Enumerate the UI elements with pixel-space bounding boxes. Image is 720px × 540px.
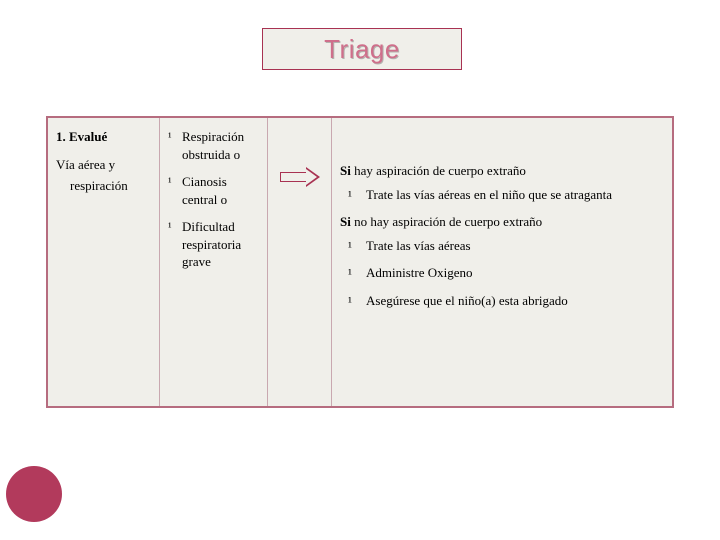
action-text: hay aspiración de cuerpo extraño <box>354 163 526 178</box>
clock-bullet-icon: ¹ <box>168 174 172 190</box>
column-evaluate: 1. Evalué Vía aérea y respiración <box>48 118 160 406</box>
action-bullet-text: Administre Oxigeno <box>366 265 473 280</box>
sign-item: ¹ Cianosis central o <box>168 173 259 208</box>
column-arrow <box>268 118 332 406</box>
clock-bullet-icon: ¹ <box>348 238 352 256</box>
col1-heading: 1. Evalué <box>56 128 151 146</box>
title-box: Triage <box>262 28 462 70</box>
arrow-icon <box>280 168 320 186</box>
action-bullet: ¹ Administre Oxigeno <box>340 264 664 282</box>
action-bullet: ¹ Trate las vías aéreas en el niño que s… <box>340 186 664 204</box>
action-text: no hay aspiración de cuerpo extraño <box>354 214 542 229</box>
sign-line: central o <box>182 192 227 207</box>
action-bullet-text: Trate las vías aéreas en el niño que se … <box>366 187 612 202</box>
action-bullet-text: Asegúrese que el niño(a) esta abrigado <box>366 293 568 308</box>
decorative-circle <box>6 466 62 522</box>
action-heading: Si no hay aspiración de cuerpo extraño <box>340 213 664 231</box>
clock-bullet-icon: ¹ <box>168 129 172 145</box>
col1-line2: respiración <box>56 177 151 195</box>
sign-line: obstruida o <box>182 147 240 162</box>
sign-item: ¹ Dificultad respiratoria grave <box>168 218 259 271</box>
clock-bullet-icon: ¹ <box>168 219 172 235</box>
clock-bullet-icon: ¹ <box>348 265 352 283</box>
action-heading: Si hay aspiración de cuerpo extraño <box>340 162 664 180</box>
action-bullet-text: Trate las vías aéreas <box>366 238 471 253</box>
sign-line: Dificultad <box>182 219 235 234</box>
col1-line1: Vía aérea y <box>56 156 151 174</box>
sign-line: Respiración <box>182 129 244 144</box>
clock-bullet-icon: ¹ <box>348 187 352 205</box>
slide-title: Triage <box>324 34 400 65</box>
action-bullet: ¹ Asegúrese que el niño(a) esta abrigado <box>340 292 664 310</box>
action-bullet: ¹ Trate las vías aéreas <box>340 237 664 255</box>
column-actions: Si hay aspiración de cuerpo extraño ¹ Tr… <box>332 118 672 406</box>
sign-line: respiratoria <box>182 237 241 252</box>
clock-bullet-icon: ¹ <box>348 293 352 311</box>
sign-line: Cianosis <box>182 174 227 189</box>
column-signs: ¹ Respiración obstruida o ¹ Cianosis cen… <box>160 118 268 406</box>
content-panel: 1. Evalué Vía aérea y respiración ¹ Resp… <box>46 116 674 408</box>
sign-item: ¹ Respiración obstruida o <box>168 128 259 163</box>
sign-line: grave <box>182 254 211 269</box>
